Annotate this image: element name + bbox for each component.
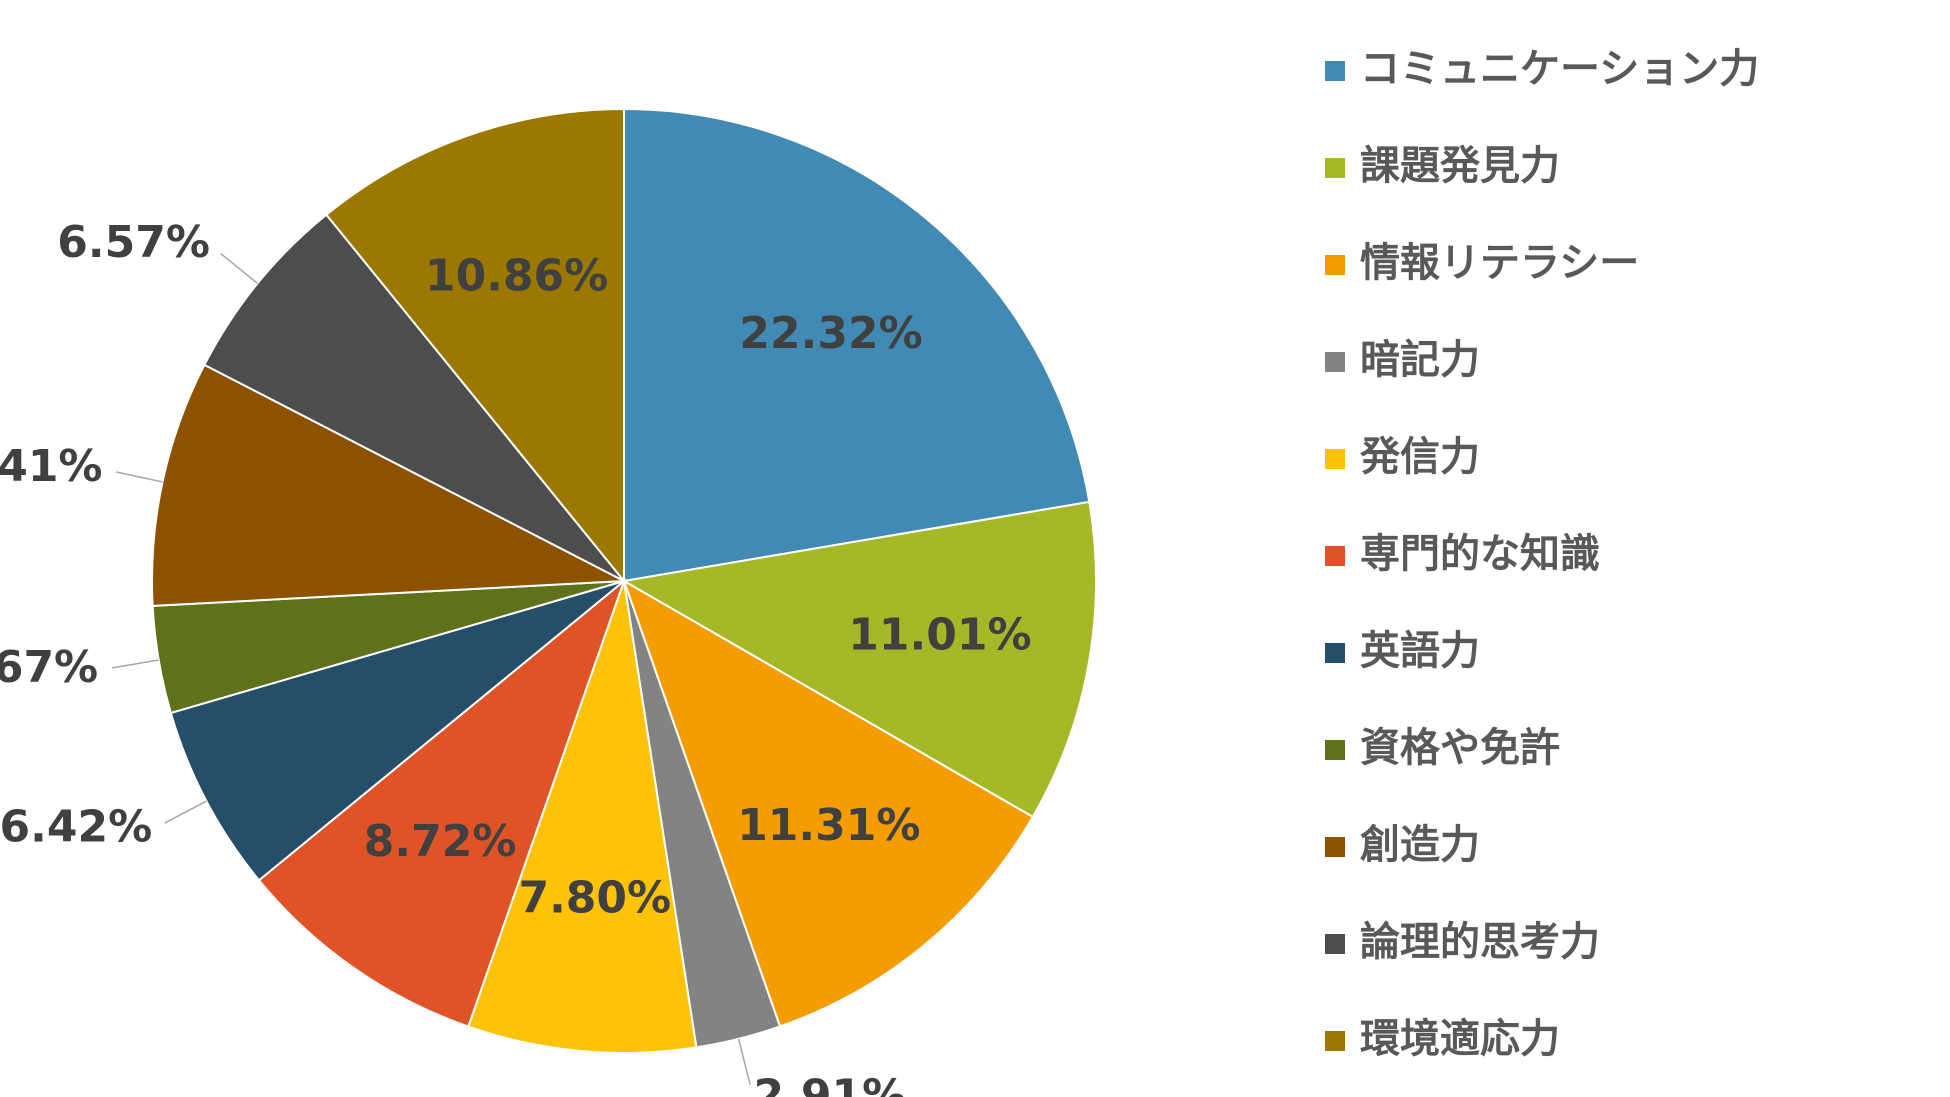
legend-label: 専門的な知識	[1360, 531, 1600, 577]
pie-slice	[621, 500, 1097, 819]
legend-label: 暗記力	[1360, 337, 1480, 383]
pie-slice	[467, 580, 698, 1054]
legend-swatch	[1325, 1031, 1345, 1051]
leader-line	[111, 659, 159, 669]
data-label: 6.42%	[0, 802, 152, 853]
legend-label: 論理的思考力	[1360, 919, 1600, 965]
legend-label: 発信力	[1360, 434, 1480, 480]
data-label: 2.91%	[754, 1070, 907, 1097]
legend-label: 環境適応力	[1360, 1016, 1560, 1062]
data-label: 7.80%	[518, 873, 671, 924]
data-label: 10.86%	[425, 251, 608, 302]
data-label: 8.41%	[0, 441, 103, 492]
legend-swatch	[1325, 837, 1345, 857]
leader-line	[220, 253, 259, 285]
legend-swatch	[1325, 643, 1345, 663]
leader-line	[164, 800, 207, 824]
pie-slice	[622, 578, 1035, 1028]
legend-label: コミュニケーション力	[1360, 46, 1759, 92]
legend-swatch	[1325, 546, 1345, 566]
legend-swatch	[1325, 352, 1345, 372]
legend-label: 資格や免許	[1360, 725, 1560, 771]
legend-swatch	[1325, 158, 1345, 178]
legend-swatch	[1325, 61, 1345, 81]
legend-swatch	[1325, 934, 1345, 954]
data-label: 11.31%	[737, 800, 920, 851]
pie-slice	[257, 577, 627, 1028]
pie-slice	[623, 107, 1091, 583]
legend-label: 情報リテラシー	[1360, 240, 1639, 286]
leader-line	[116, 471, 163, 483]
data-label: 22.32%	[739, 308, 922, 359]
data-label: 6.57%	[57, 217, 210, 268]
pie-slice	[203, 213, 625, 582]
legend-label: 英語力	[1360, 628, 1480, 674]
legend-label: 創造力	[1360, 822, 1480, 868]
leader-line	[737, 1038, 751, 1085]
legend-swatch	[1325, 740, 1345, 760]
pie-slice	[169, 580, 625, 882]
data-label: 3.67%	[0, 642, 98, 693]
pie-slice	[324, 107, 625, 584]
legend-swatch	[1325, 449, 1345, 469]
data-label: 8.72%	[364, 816, 517, 867]
legend-swatch	[1325, 255, 1345, 275]
legend-label: 課題発見力	[1360, 143, 1560, 189]
data-label: 11.01%	[848, 610, 1031, 661]
